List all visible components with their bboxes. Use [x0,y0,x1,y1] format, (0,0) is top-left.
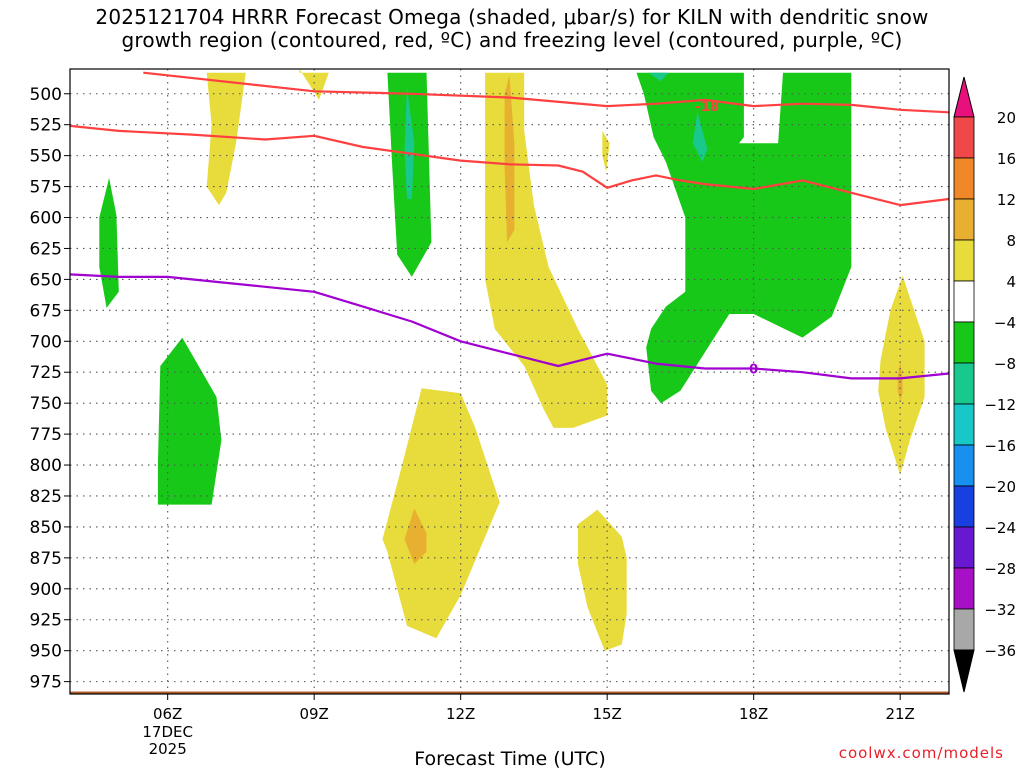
colorbar-bin [953,239,975,282]
omega-gt-4-07z [206,72,246,206]
axes: 500 525 550 575 600 625 650 675 700 725 750 775 800 8… [30,85,915,758]
x-date-label: 17DEC [142,723,193,741]
colorbar-bin [953,280,975,323]
y-tick-label: 900 [30,580,62,600]
omega-gt-8-11z-low [404,508,427,564]
omega-gt-4-15z-low [577,509,627,651]
x-tick-label: 15Z [592,705,621,723]
dgz-minus-18-contour-label: -18 [696,100,720,115]
colorbar-label: 12 [997,191,1016,209]
colorbar-under-triangle [953,649,975,693]
colorbar-bin [953,526,975,569]
temperature-contours: -18 0 [70,71,949,380]
y-tick-label: 700 [30,332,62,352]
colorbar-label: 4 [1006,273,1016,291]
colorbar-label: −4 [994,314,1016,332]
y-tick-label: 600 [30,209,62,229]
colorbar-label: −8 [994,355,1016,373]
plot-frame [69,68,950,695]
colorbar-bin [953,485,975,528]
omega-shaded-regions [99,69,925,651]
y-tick-label: 925 [30,611,62,631]
colorbar: 20 16 12 8 4 −4 −8 −12 −16 −20 −24 −28 −32 −36 [953,76,1016,693]
colorbar-label: −32 [984,601,1016,619]
omega-lt-minus8-16z-top [648,72,669,82]
y-tick-label: 750 [30,394,62,414]
y-tick-label: 500 [30,85,62,105]
y-tick-label: 800 [30,456,62,476]
dgz-minus-12-contour [70,124,949,207]
omega-lt-minus4-16z-18z [636,72,852,404]
surface-layer [70,691,949,694]
y-tick-label: 575 [30,178,62,198]
colorbar-label: −16 [984,437,1016,455]
x-tick-label: 18Z [739,705,768,723]
omega-lt-minus8-17z [692,112,708,162]
x-tick-label: 09Z [299,705,328,723]
y-tick-label: 650 [30,270,62,290]
y-tick-label: 825 [30,487,62,507]
surface-ground-band [70,691,949,694]
grid-lines [70,69,949,694]
colorbar-label: 16 [997,150,1016,168]
x-tick-label: 12Z [446,705,475,723]
omega-lt-minus4-west-lower [157,337,222,505]
x-tick-label: 06Z [153,705,182,723]
x-tick-label: 21Z [885,705,914,723]
colorbar-label: −24 [984,519,1016,537]
freezing-level-contour [70,273,949,380]
colorbar-bin [953,567,975,610]
colorbar-bin [953,608,975,651]
chart-title-line-2: growth region (contoured, red, ºC) and f… [121,28,903,52]
chart-title-line-1: 2025121704 HRRR Forecast Omega (shaded, … [95,5,929,29]
y-tick-label: 775 [30,425,62,445]
omega-gt-4-15z-upper [602,130,610,172]
y-tick-label: 625 [30,239,62,259]
x-date-label: 2025 [149,740,187,758]
y-tick-label: 725 [30,363,62,383]
colorbar-bin [953,321,975,364]
omega-gt-4-12z-14z [485,72,608,428]
colorbar-bin [953,403,975,446]
colorbar-bin [953,444,975,487]
colorbar-bin [953,116,975,159]
y-tick-label: 950 [30,642,62,662]
colorbar-label: −28 [984,560,1016,578]
omega-gt-8-21z [897,361,903,401]
y-tick-label: 525 [30,116,62,136]
colorbar-label: −36 [984,642,1016,660]
colorbar-label: −12 [984,396,1016,414]
y-tick-label: 850 [30,518,62,538]
colorbar-over-triangle [953,76,975,118]
colorbar-bin [953,198,975,241]
dgz-minus-18-contour [143,71,949,114]
colorbar-bin [953,362,975,405]
website-credit: coolwx.com/models [838,744,1004,762]
omega-gt-4-11z-low [382,388,500,639]
omega-gt-8-13z [504,75,515,243]
omega-lt-minus8-10z [404,87,415,199]
freezing-level-contour-label: 0 [749,363,758,378]
colorbar-label: 20 [997,109,1016,127]
chart-title: 2025121704 HRRR Forecast Omega (shaded, … [0,6,1024,52]
y-tick-label: 975 [30,673,62,693]
colorbar-label: −20 [984,478,1016,496]
colorbar-label: 8 [1006,232,1016,250]
y-tick-label: 550 [30,147,62,167]
colorbar-bin [953,157,975,200]
y-tick-label: 875 [30,549,62,569]
x-axis-title: Forecast Time (UTC) [414,748,605,768]
y-tick-label: 675 [30,301,62,321]
